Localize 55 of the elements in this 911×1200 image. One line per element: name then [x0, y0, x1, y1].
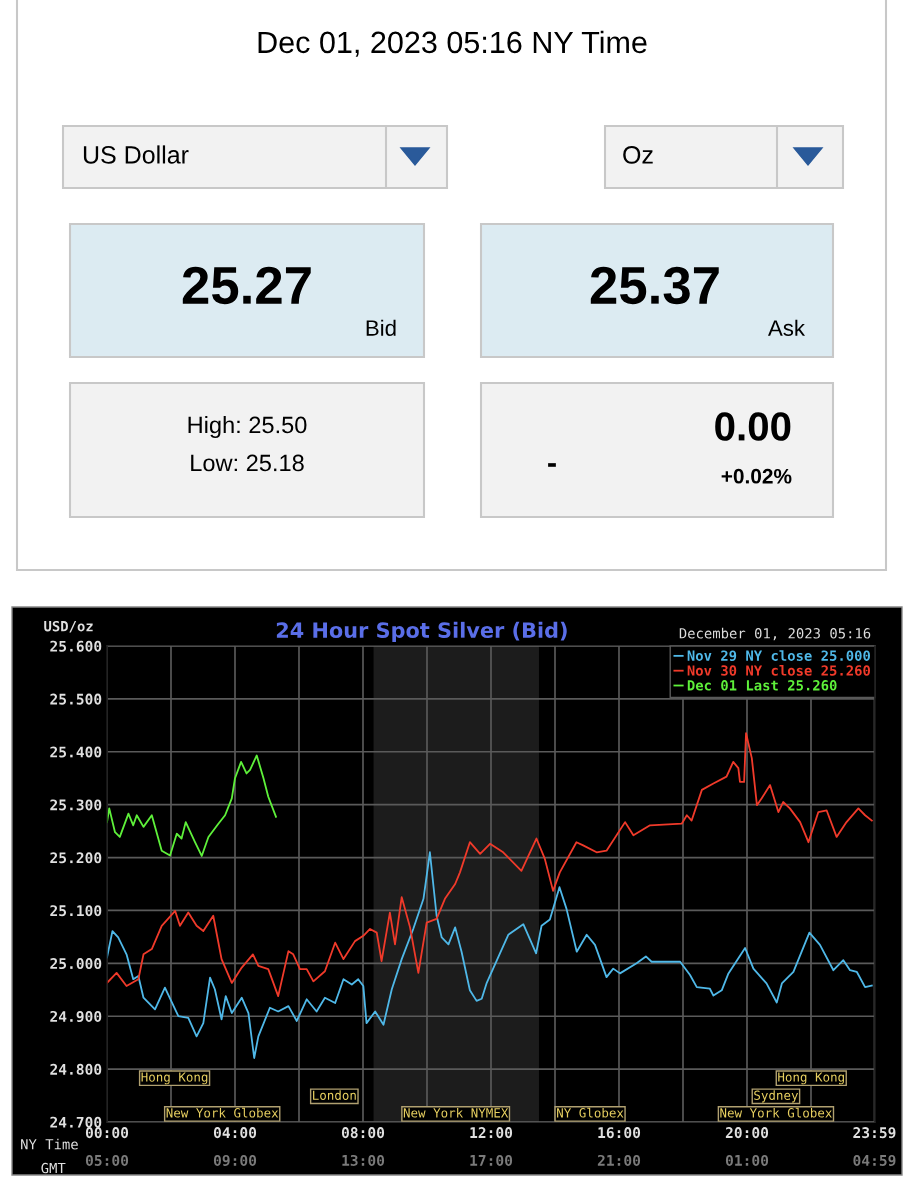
annotation: New York NYMEX [403, 1107, 509, 1118]
text: 25.37 [590, 266, 719, 305]
y-tick-label: 25.200 [50, 852, 102, 864]
y-tick-label: 25.300 [50, 799, 102, 811]
annotation: London [313, 1090, 356, 1100]
y-axis-title: USD/oz [44, 620, 93, 633]
annotation: New York Globex [166, 1107, 279, 1118]
annotation: Hong Kong [141, 1072, 208, 1085]
annotation: Hong Kong [778, 1072, 844, 1085]
x-tick-label: 08:00 [341, 1127, 385, 1139]
x-tick-label: 16:00 [598, 1127, 641, 1139]
x2-tick-label: 01:00 [725, 1154, 769, 1166]
x2-tick-label: 09:00 [213, 1154, 257, 1166]
x-tick-label: 12:00 [470, 1127, 513, 1139]
text: US Dollar [83, 145, 189, 164]
y-tick-label: 25.600 [50, 640, 102, 652]
y-tick-label: 24.700 [50, 1116, 102, 1128]
y-tick-label: 24.800 [50, 1063, 102, 1075]
x2-tick-label: 17:00 [470, 1154, 513, 1166]
y-tick-label: 25.500 [50, 693, 102, 705]
annotation: NY Globex [557, 1107, 624, 1118]
y-tick-label: 25.000 [50, 958, 102, 970]
line-series [107, 732, 873, 998]
y-tick-label: 24.900 [50, 1010, 102, 1023]
x2-tick-label: 04:59 [853, 1154, 896, 1166]
text: Bid [366, 319, 396, 336]
text: Ask [768, 319, 806, 336]
text: +0.02% [721, 468, 792, 484]
x2-tick-label: 05:00 [85, 1154, 129, 1166]
line-series [107, 754, 277, 857]
text: Oz [623, 146, 653, 164]
x2-tick-label: 13:00 [342, 1154, 385, 1166]
y-tick-label: 25.100 [50, 905, 102, 917]
x-tick-label: 00:00 [85, 1127, 129, 1139]
line-series [107, 851, 873, 1059]
text: High: 25.50 [188, 415, 307, 438]
text: 25.27 [182, 266, 311, 305]
x-tick-label: 04:00 [213, 1127, 257, 1139]
y-tick-label: 25.400 [50, 746, 102, 758]
text: Low: 25.18 [191, 454, 304, 472]
x-axis-title: NY Time [21, 1138, 78, 1150]
legend-label: Nov 29 NY close 25.000 [687, 650, 871, 661]
x-tick-label: 23:59 [853, 1127, 896, 1139]
legend-label: Dec 01 Last 25.260 [687, 680, 837, 691]
x2-tick-label: 21:00 [597, 1154, 641, 1166]
x2-axis-title: GMT [41, 1162, 66, 1174]
text: - [548, 463, 556, 467]
annotation: Sydney [754, 1090, 799, 1103]
legend-label: Nov 30 NY close 25.260 [687, 665, 871, 676]
annotation: New York Globex [720, 1107, 832, 1118]
text: 0.00 [715, 412, 791, 441]
text: Dec 01, 2023 05:16 NY Time [258, 30, 647, 57]
chart-title: 24 Hour Spot Silver (Bid) [276, 621, 567, 642]
chart-subtitle: December 01, 2023 05:16 [679, 627, 871, 641]
x-tick-label: 20:00 [725, 1127, 769, 1139]
